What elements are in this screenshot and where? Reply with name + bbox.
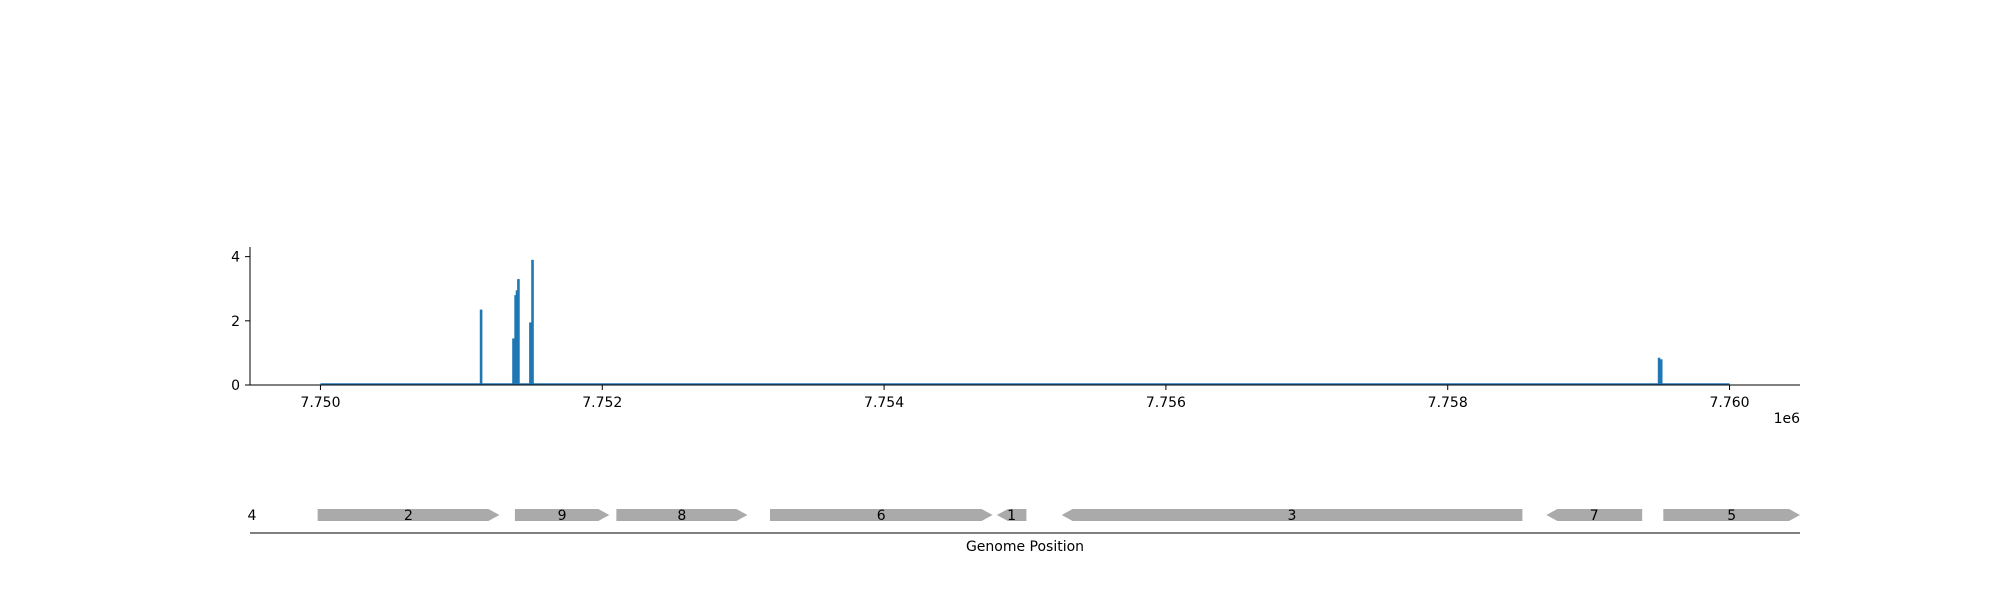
x-tick-label: 7.756 bbox=[1146, 395, 1186, 411]
gene-arrow bbox=[514, 509, 610, 521]
coverage-bar bbox=[514, 295, 517, 385]
coverage-bar bbox=[479, 309, 483, 385]
gene-track-label: 4 bbox=[248, 508, 257, 524]
coverage-bar bbox=[531, 259, 534, 385]
gene-arrow bbox=[616, 509, 748, 521]
gene-track-xlabel: Genome Position bbox=[966, 539, 1084, 555]
coverage-bar bbox=[529, 322, 532, 385]
gene-features: 2 9 8 6 1 3 7 5 bbox=[317, 508, 1800, 524]
gene-label: 6 bbox=[877, 508, 886, 524]
gene-track: 4 2 9 8 6 1 3 7 5 Genome Position bbox=[248, 508, 1800, 555]
y-tick-label: 2 bbox=[231, 314, 240, 330]
y-tick-label: 0 bbox=[231, 378, 240, 394]
x-axis-offset-label: 1e6 bbox=[1774, 411, 1801, 427]
gene-label: 5 bbox=[1727, 508, 1736, 524]
coverage-bar bbox=[1659, 359, 1663, 385]
coverage-bar bbox=[512, 338, 515, 385]
gene-arrow bbox=[1546, 509, 1643, 521]
gene-label: 3 bbox=[1288, 508, 1297, 524]
gene-arrow bbox=[1663, 509, 1800, 521]
coverage-bar bbox=[1657, 357, 1661, 385]
x-tick-label: 7.760 bbox=[1709, 395, 1749, 411]
coverage-bar bbox=[517, 279, 520, 385]
y-axis-ticks: 0 2 4 bbox=[231, 250, 250, 394]
gene-label: 8 bbox=[677, 508, 686, 524]
gene-arrow bbox=[769, 509, 993, 521]
gene-arrow bbox=[996, 509, 1027, 521]
gene-arrow bbox=[317, 509, 500, 521]
coverage-plot: 0 2 4 7.750 7.752 7.754 7.756 7.758 7.760 1e6 bbox=[231, 247, 1800, 427]
x-tick-label: 7.758 bbox=[1428, 395, 1468, 411]
y-tick-label: 4 bbox=[231, 250, 240, 266]
x-axis-ticks: 7.750 7.752 7.754 7.756 7.758 7.760 bbox=[300, 385, 1750, 411]
gene-label: 9 bbox=[558, 508, 567, 524]
gene-arrow bbox=[1061, 509, 1523, 521]
gene-label: 2 bbox=[404, 508, 413, 524]
gene-label: 1 bbox=[1007, 508, 1016, 524]
x-tick-label: 7.752 bbox=[582, 395, 622, 411]
coverage-bars bbox=[479, 259, 1663, 385]
x-tick-label: 7.754 bbox=[864, 395, 904, 411]
x-tick-label: 7.750 bbox=[300, 395, 340, 411]
coverage-bar bbox=[515, 290, 519, 385]
gene-label: 7 bbox=[1590, 508, 1599, 524]
